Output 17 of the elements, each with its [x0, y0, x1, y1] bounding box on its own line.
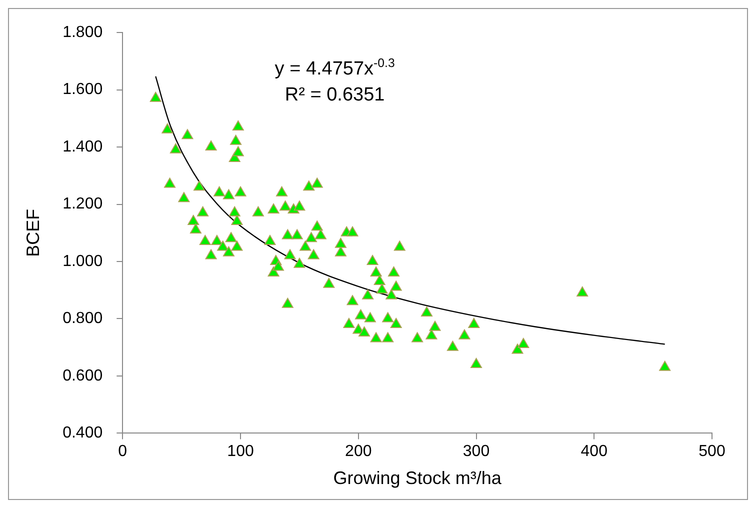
annotation: R² = 0.6351 — [284, 84, 385, 106]
x-axis-title: Growing Stock m³/ha — [333, 468, 502, 488]
y-tick-label: 1.200 — [62, 196, 103, 213]
x-tick-label: 200 — [345, 443, 372, 460]
x-tick-label: 300 — [462, 443, 490, 460]
y-tick-label: 0.400 — [62, 424, 103, 442]
x-tick-label: 500 — [698, 443, 726, 460]
x-tick-label: 0 — [118, 443, 128, 460]
y-axis-title: BCEF — [22, 208, 43, 257]
y-tick-label: 1.600 — [62, 81, 103, 98]
y-tick-label: 0.800 — [62, 310, 103, 328]
x-tick-label: 100 — [227, 443, 254, 460]
y-tick-label: 1.000 — [62, 252, 103, 270]
y-tick-label: 1.400 — [62, 138, 103, 156]
y-tick-label: 0.600 — [62, 367, 103, 384]
x-tick-label: 400 — [580, 443, 608, 460]
y-tick-label: 1.800 — [62, 24, 103, 42]
